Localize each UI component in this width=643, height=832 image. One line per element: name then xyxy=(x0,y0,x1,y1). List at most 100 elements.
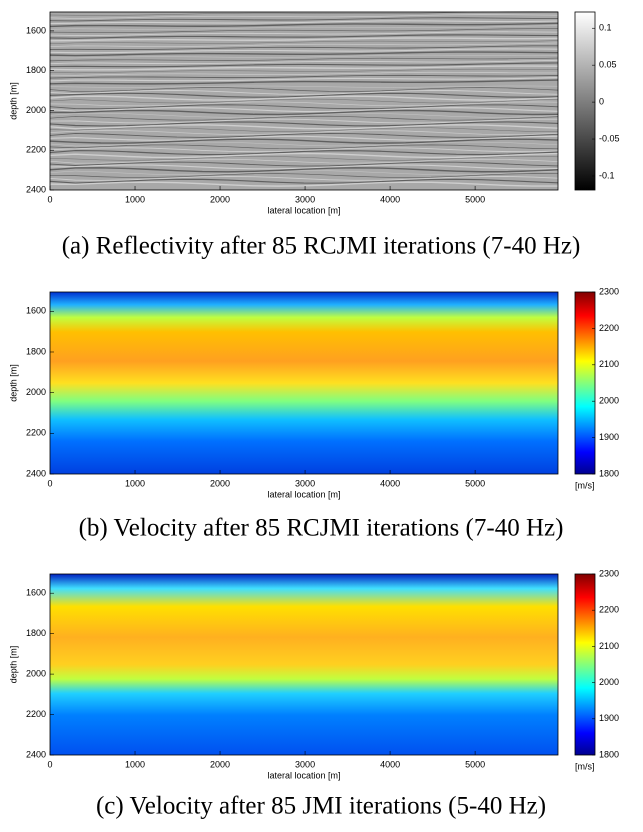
reflector xyxy=(49,62,559,68)
reflector xyxy=(49,51,559,57)
reflector xyxy=(49,132,559,138)
x-axis-label: lateral location [m] xyxy=(267,489,340,499)
y-tick-label: 2200 xyxy=(26,145,46,155)
reflector xyxy=(49,14,559,19)
y-tick-label: 2400 xyxy=(26,468,46,478)
colorbar-unit: [m/s] xyxy=(575,480,595,490)
reflector xyxy=(49,34,559,39)
reflector xyxy=(49,74,559,79)
colorbar-tick-label: -0.1 xyxy=(599,170,615,180)
reflector xyxy=(49,127,559,132)
y-axis-label: depth [m] xyxy=(8,646,18,684)
plot-frame xyxy=(49,573,559,756)
colorbar-tick-label: 2000 xyxy=(599,396,619,406)
reflector xyxy=(49,31,559,37)
y-tick-label: 2400 xyxy=(26,184,46,194)
x-axis-label: lateral location [m] xyxy=(267,205,340,215)
reflector xyxy=(49,181,559,187)
x-tick-label: 1000 xyxy=(125,478,145,488)
y-tick-label: 1800 xyxy=(26,628,46,638)
reflector xyxy=(49,147,559,153)
reflector xyxy=(49,68,559,74)
x-tick-label: 0 xyxy=(47,194,52,204)
y-tick-label: 1800 xyxy=(26,346,46,356)
colorbar-tick-label: 0 xyxy=(599,96,604,106)
y-axis-label: depth [m] xyxy=(8,82,18,120)
reflector xyxy=(49,124,559,130)
x-tick-label: 4000 xyxy=(380,759,400,769)
x-tick-label: 3000 xyxy=(295,759,315,769)
reflector xyxy=(49,161,559,167)
colorbar xyxy=(574,291,596,475)
x-tick-label: 5000 xyxy=(465,478,485,488)
y-tick-label: 1600 xyxy=(26,25,46,35)
reflector xyxy=(49,175,559,181)
x-tick-label: 3000 xyxy=(295,194,315,204)
reflector xyxy=(49,98,559,104)
colorbar-tick-label: -0.05 xyxy=(599,133,620,143)
reflector xyxy=(49,20,559,25)
x-tick-label: 5000 xyxy=(465,194,485,204)
x-tick-label: 1000 xyxy=(125,194,145,204)
x-tick-label: 3000 xyxy=(295,478,315,488)
reflector xyxy=(49,71,559,76)
colorbar-tick-label: 2300 xyxy=(599,568,619,578)
reflector xyxy=(49,65,559,71)
reflector xyxy=(49,121,559,127)
reflector xyxy=(49,85,559,88)
x-tick-label: 5000 xyxy=(465,759,485,769)
reflector xyxy=(49,22,559,28)
reflector xyxy=(49,156,559,161)
reflector xyxy=(49,89,559,95)
reflector xyxy=(49,138,559,144)
x-tick-label: 4000 xyxy=(380,194,400,204)
reflector xyxy=(49,158,559,164)
y-axis-label: depth [m] xyxy=(8,364,18,402)
plot-frame xyxy=(49,11,559,191)
reflector xyxy=(49,144,559,150)
reflector xyxy=(49,107,559,113)
reflector xyxy=(49,150,559,156)
y-tick-label: 2200 xyxy=(26,428,46,438)
x-tick-label: 0 xyxy=(47,759,52,769)
image xyxy=(50,574,558,755)
colorbar-tick-label: 1800 xyxy=(599,468,619,478)
caption: (a) Reflectivity after 85 RCJMI iteratio… xyxy=(62,233,581,260)
x-tick-label: 0 xyxy=(47,478,52,488)
x-tick-label: 2000 xyxy=(210,478,230,488)
colorbar-tick-label: 2200 xyxy=(599,605,619,615)
plot-frame xyxy=(49,291,559,475)
reflector xyxy=(49,178,559,184)
reflector xyxy=(49,152,559,159)
reflector xyxy=(49,135,559,141)
y-tick-label: 1800 xyxy=(26,65,46,75)
colorbar-tick-label: 1900 xyxy=(599,713,619,723)
reflector xyxy=(49,101,559,107)
colorbar-tick-label: 2000 xyxy=(599,677,619,687)
reflector xyxy=(49,95,559,101)
colorbar-tick-label: 2100 xyxy=(599,359,619,369)
caption: (c) Velocity after 85 JMI iterations (5-… xyxy=(96,793,546,820)
colorbar-tick-label: 0.1 xyxy=(599,23,612,33)
colorbar-unit: [m/s] xyxy=(575,761,595,771)
reflector xyxy=(49,37,559,42)
reflector xyxy=(49,104,559,110)
x-tick-label: 2000 xyxy=(210,194,230,204)
reflector xyxy=(49,170,559,175)
image xyxy=(50,292,558,474)
reflector xyxy=(49,42,559,47)
reflector xyxy=(49,45,559,51)
x-axis-label: lateral location [m] xyxy=(267,770,340,780)
y-tick-label: 2400 xyxy=(26,749,46,759)
colorbar-tick-label: 2300 xyxy=(599,286,619,296)
colorbar-tick-label: 2200 xyxy=(599,323,619,333)
y-tick-label: 2200 xyxy=(26,709,46,719)
reflector xyxy=(49,79,559,85)
colorbar-tick-label: 2100 xyxy=(599,641,619,651)
reflector xyxy=(49,167,559,173)
y-tick-label: 1600 xyxy=(26,588,46,598)
colorbar-tick-label: 0.05 xyxy=(599,60,617,70)
reflector xyxy=(49,77,559,82)
x-tick-label: 4000 xyxy=(380,478,400,488)
